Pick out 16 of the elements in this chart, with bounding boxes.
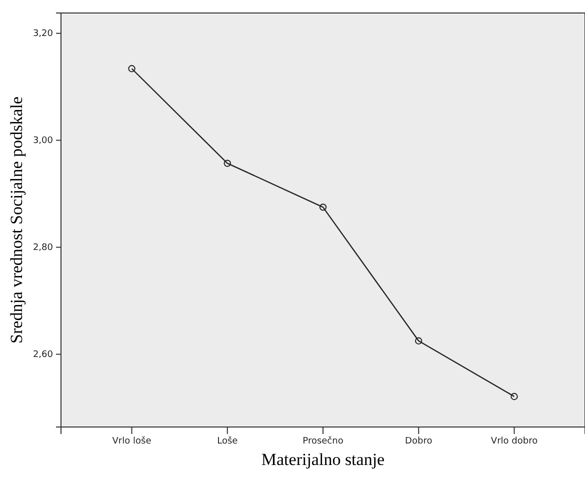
point <box>510 392 518 400</box>
x-tick-label: Loše <box>217 435 238 446</box>
x-tick-label: Vrlo loše <box>112 435 152 446</box>
y-axis-title: Srednja vrednost Socijalne podskale <box>7 96 26 344</box>
y-tick-label: 2,80 <box>32 243 54 254</box>
point <box>224 160 231 167</box>
x-tick-label: Prosečno <box>302 435 344 446</box>
point <box>415 337 422 344</box>
y-tick-label: 3,00 <box>32 136 54 146</box>
point <box>128 65 136 72</box>
x-tick-label: Vrlo dobro <box>490 436 538 446</box>
y-tick-label: 3,20 <box>32 29 54 40</box>
x-tick-label: Dobro <box>405 436 433 446</box>
x-axis-title: Materijalno stanje <box>261 450 385 469</box>
point <box>319 204 327 211</box>
y-tick-label: 2,60 <box>32 350 54 360</box>
